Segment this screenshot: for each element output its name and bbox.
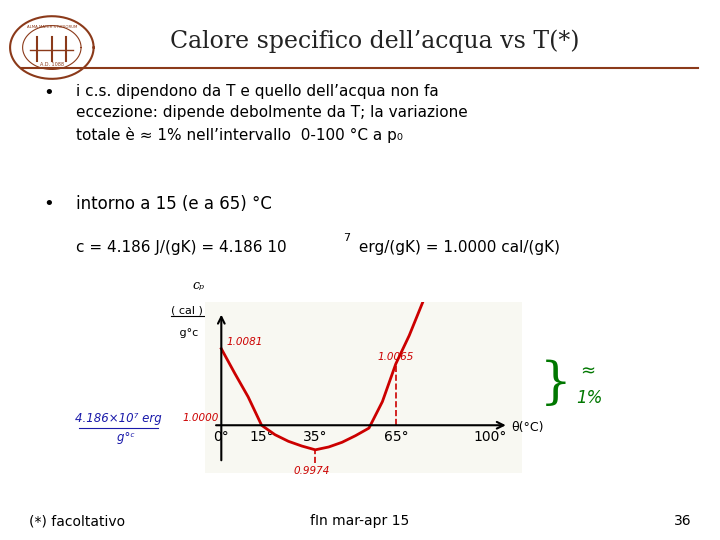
Text: ( cal ): ( cal ) — [171, 305, 203, 315]
Text: ALMA MATER STUDIORUM: ALMA MATER STUDIORUM — [27, 25, 77, 29]
Text: 4.186×10⁷ erg: 4.186×10⁷ erg — [76, 412, 162, 425]
Text: θ(°C): θ(°C) — [511, 421, 544, 434]
Text: }: } — [540, 360, 572, 409]
Text: intorno a 15 (e a 65) °C: intorno a 15 (e a 65) °C — [76, 195, 271, 213]
Text: c = 4.186 J/(gK) = 4.186 10: c = 4.186 J/(gK) = 4.186 10 — [76, 240, 287, 255]
Text: Calore specifico dell’acqua vs T(*): Calore specifico dell’acqua vs T(*) — [170, 30, 579, 53]
Text: ≈: ≈ — [580, 362, 595, 380]
Text: •: • — [43, 84, 54, 102]
Text: erg/(gK) = 1.0000 cal/(gK): erg/(gK) = 1.0000 cal/(gK) — [354, 240, 559, 255]
Text: 0.9974: 0.9974 — [294, 466, 330, 476]
Text: 1%: 1% — [576, 389, 603, 407]
Text: i c.s. dipendono da T e quello dell’acqua non fa
eccezione: dipende debolmente d: i c.s. dipendono da T e quello dell’acqu… — [76, 84, 467, 144]
Text: 1.0065: 1.0065 — [377, 352, 413, 362]
Text: g°ᶜ: g°ᶜ — [102, 431, 135, 444]
Text: (*) facoltativo: (*) facoltativo — [29, 514, 125, 528]
Text: 7: 7 — [343, 233, 350, 244]
Text: 1.0000: 1.0000 — [182, 413, 219, 423]
Text: 36: 36 — [674, 514, 691, 528]
Text: •: • — [43, 195, 54, 213]
Text: fIn mar-apr 15: fIn mar-apr 15 — [310, 514, 410, 528]
Text: g°c: g°c — [176, 328, 198, 339]
Text: A.D. 1088: A.D. 1088 — [40, 62, 64, 68]
Text: 1.0081: 1.0081 — [227, 337, 263, 347]
Text: cₚ: cₚ — [192, 279, 204, 292]
